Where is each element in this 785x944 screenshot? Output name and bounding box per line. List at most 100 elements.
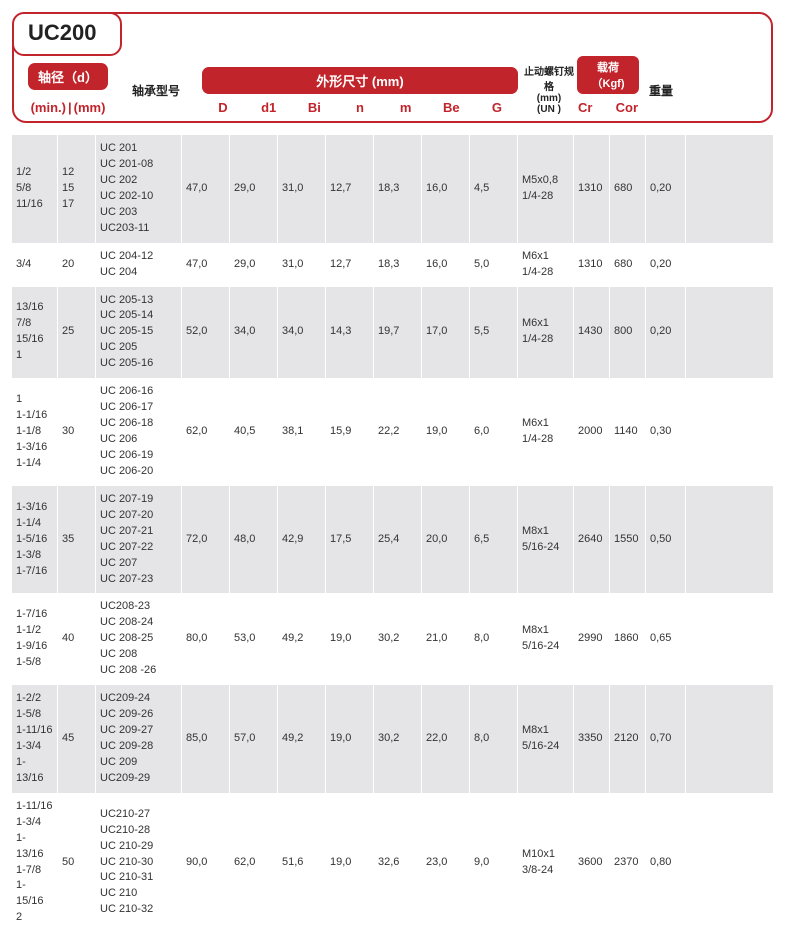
col-model: 轴承型号 (114, 82, 198, 115)
axis-sub-min: (min.) (31, 100, 66, 115)
table-cell: 52,0 (182, 287, 230, 379)
dim-G: G (476, 100, 518, 115)
table-cell: 11-1/161-1/81-3/161-1/4 (12, 378, 58, 486)
table-cell: 12,7 (326, 243, 374, 287)
table-cell: UC 201UC 201-08UC 202UC 202-10UC 203UC20… (96, 135, 182, 243)
table-cell: UC 204-12UC 204 (96, 243, 182, 287)
table-cell: 19,7 (374, 287, 422, 379)
load-cor: Cor (616, 100, 638, 115)
table-cell: 4,5 (470, 135, 518, 243)
table-cell: UC209-24UC 209-26UC 209-27UC 209-28UC 20… (96, 685, 182, 793)
model-label: 轴承型号 (132, 82, 180, 99)
table-cell: 18,3 (374, 243, 422, 287)
table-cell: 1/25/811/16 (12, 135, 58, 243)
table-cell: 22,2 (374, 378, 422, 486)
table-cell: 8,0 (470, 685, 518, 793)
table-cell: M8x15/16-24 (518, 486, 574, 594)
table-cell: 40,5 (230, 378, 278, 486)
table-cell: 2370 (610, 793, 646, 933)
table-row: 11-1/161-1/81-3/161-1/430UC 206-16UC 206… (12, 378, 773, 486)
table-cell: 16,0 (422, 243, 470, 287)
screw-sub2: (UN ) (537, 104, 561, 115)
table-cell: 57,0 (230, 685, 278, 793)
table-row: 3/420UC 204-12UC 20447,029,031,012,718,3… (12, 243, 773, 287)
table-cell: 38,1 (278, 378, 326, 486)
table-cell: 49,2 (278, 593, 326, 685)
table-row: 13/167/815/16125UC 205-13UC 205-14UC 205… (12, 287, 773, 379)
table-cell: 19,0 (326, 793, 374, 933)
weight-label: 重量 (649, 82, 673, 99)
table-row: 1-11/161-3/41-13/161-7/81-15/16250UC210-… (12, 793, 773, 933)
col-weight: 重量 (640, 82, 682, 115)
table-cell: 40 (58, 593, 96, 685)
table-cell: 5,5 (470, 287, 518, 379)
table-cell: 19,0 (326, 593, 374, 685)
data-table: 1/25/811/16121517UC 201UC 201-08UC 202UC… (12, 135, 773, 932)
table-cell: 1860 (610, 593, 646, 685)
table-cell: 29,0 (230, 135, 278, 243)
table-cell: 29,0 (230, 243, 278, 287)
table-cell: 12,7 (326, 135, 374, 243)
table-cell: 6,5 (470, 486, 518, 594)
table-cell: 3600 (574, 793, 610, 933)
table-cell: 1-11/161-3/41-13/161-7/81-15/162 (12, 793, 58, 933)
dims-pill: 外形尺寸 (mm) (202, 67, 518, 94)
table-cell: 8,0 (470, 593, 518, 685)
table-cell: 0,20 (646, 243, 686, 287)
table-cell: 1140 (610, 378, 646, 486)
table-cell: 42,9 (278, 486, 326, 594)
table-cell: 5,0 (470, 243, 518, 287)
table-cell: 2990 (574, 593, 610, 685)
table-cell: 34,0 (278, 287, 326, 379)
table-cell: 25 (58, 287, 96, 379)
dim-n: n (339, 100, 381, 115)
table-cell: 13/167/815/161 (12, 287, 58, 379)
table-cell: 31,0 (278, 243, 326, 287)
table-cell: 22,0 (422, 685, 470, 793)
table-cell: UC 206-16UC 206-17UC 206-18UC 206UC 206-… (96, 378, 182, 486)
table-cell: 34,0 (230, 287, 278, 379)
load-cr: Cr (578, 100, 592, 115)
table-row: 1-2/21-5/81-11/161-3/41-13/1645UC209-24U… (12, 685, 773, 793)
table-cell: 0,20 (646, 287, 686, 379)
table-cell: 3350 (574, 685, 610, 793)
col-axis: 轴径（d） (min.) | (mm) (22, 63, 114, 115)
table-cell: 20 (58, 243, 96, 287)
table-cell: UC 205-13UC 205-14UC 205-15UC 205UC 205-… (96, 287, 182, 379)
table-cell: 45 (58, 685, 96, 793)
dim-d1: d1 (248, 100, 290, 115)
table-cell: 51,6 (278, 793, 326, 933)
table-cell: 0,50 (646, 486, 686, 594)
table-cell: 21,0 (422, 593, 470, 685)
table-cell: 680 (610, 243, 646, 287)
table-cell: M10x13/8-24 (518, 793, 574, 933)
table-cell: 121517 (58, 135, 96, 243)
table-cell: 680 (610, 135, 646, 243)
table-cell: 0,80 (646, 793, 686, 933)
dim-Bi: Bi (293, 100, 335, 115)
product-title: UC200 (12, 12, 122, 56)
col-screw: 止动螺钉规格 (mm) (UN ) (522, 63, 576, 115)
table-cell: 30 (58, 378, 96, 486)
table-cell: 47,0 (182, 135, 230, 243)
table-cell: 0,20 (646, 135, 686, 243)
table-cell: 1310 (574, 135, 610, 243)
table-cell: 6,0 (470, 378, 518, 486)
table-cell: 62,0 (230, 793, 278, 933)
table-cell: 0,70 (646, 685, 686, 793)
axis-sub-mm: (mm) (74, 100, 106, 115)
table-cell: 50 (58, 793, 96, 933)
table-row: 1/25/811/16121517UC 201UC 201-08UC 202UC… (12, 135, 773, 243)
table-cell: 17,5 (326, 486, 374, 594)
table-cell: 1550 (610, 486, 646, 594)
table-cell: 1310 (574, 243, 610, 287)
axis-pill: 轴径（d） (28, 63, 108, 90)
table-cell: M6x11/4-28 (518, 287, 574, 379)
table-cell: 90,0 (182, 793, 230, 933)
table-cell: 800 (610, 287, 646, 379)
table-cell: 62,0 (182, 378, 230, 486)
table-cell: M5x0,81/4-28 (518, 135, 574, 243)
table-cell: 9,0 (470, 793, 518, 933)
table-cell: 1-7/161-1/21-9/161-5/8 (12, 593, 58, 685)
table-cell: M6x11/4-28 (518, 378, 574, 486)
